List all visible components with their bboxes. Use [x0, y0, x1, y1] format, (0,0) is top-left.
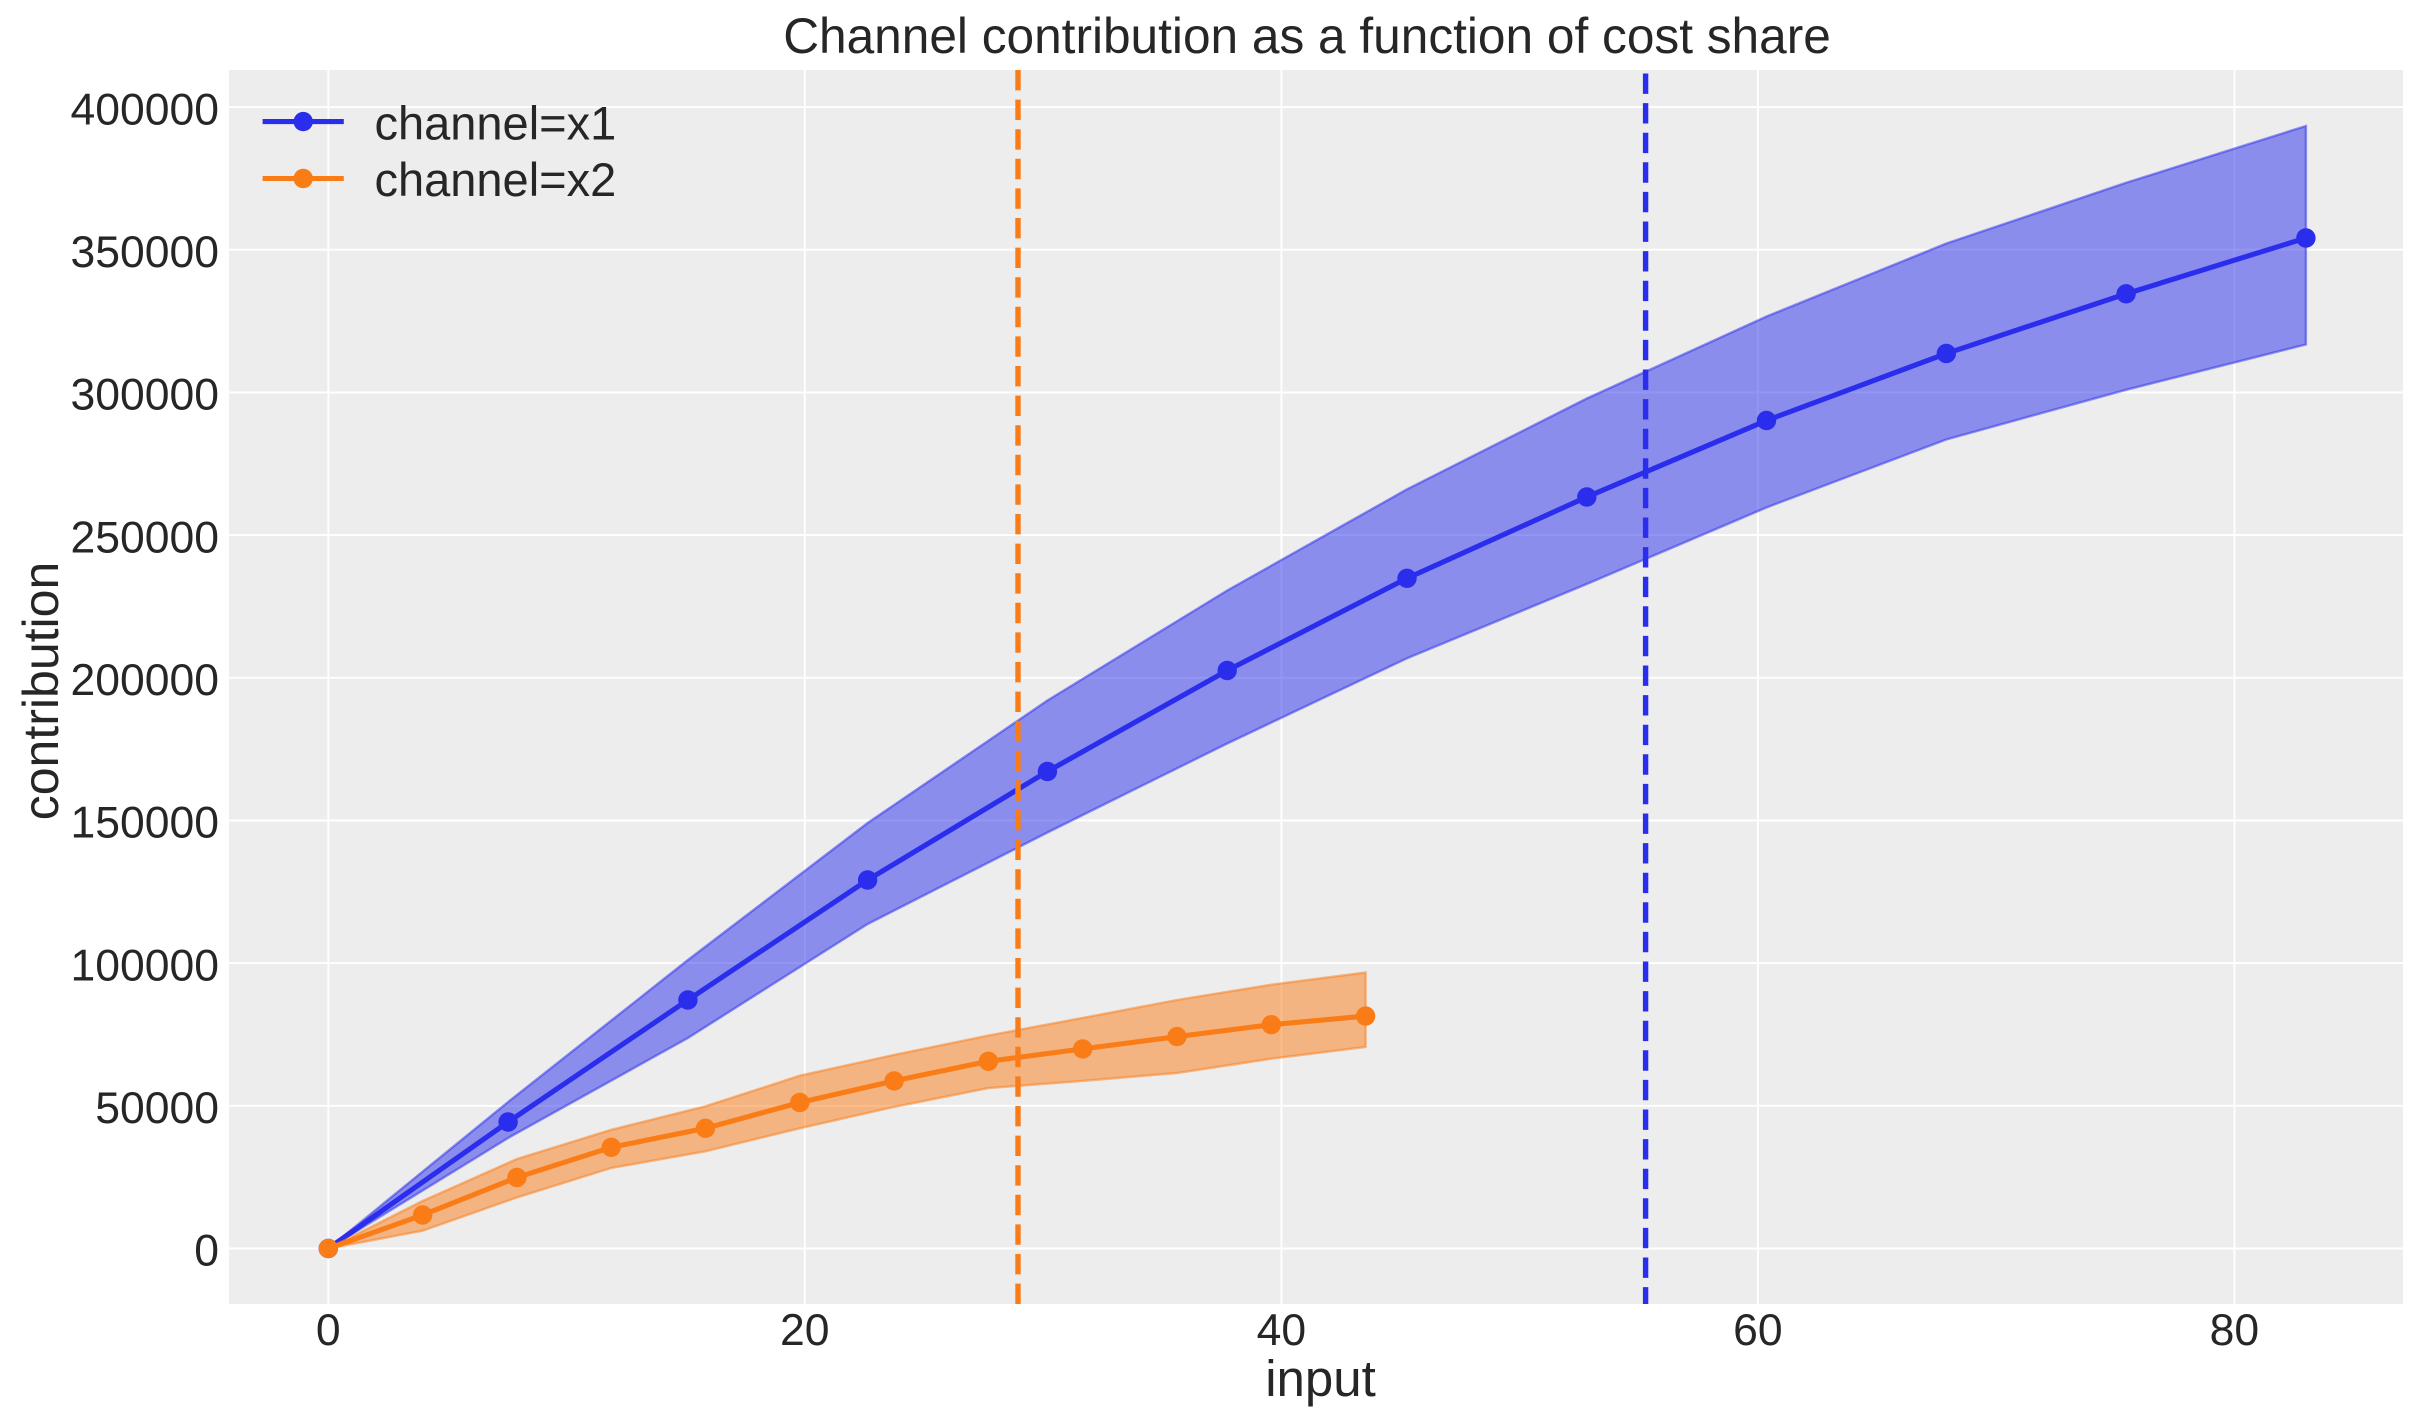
svg-text:40: 40 — [1257, 1306, 1307, 1355]
svg-text:channel=x1: channel=x1 — [375, 96, 617, 149]
svg-text:0: 0 — [194, 1227, 219, 1276]
svg-text:channel=x2: channel=x2 — [375, 153, 617, 206]
svg-text:input: input — [1265, 1350, 1376, 1407]
svg-text:Channel contribution as a func: Channel contribution as a function of co… — [783, 8, 1831, 64]
svg-text:200000: 200000 — [71, 656, 220, 705]
svg-text:50000: 50000 — [95, 1084, 219, 1133]
svg-text:80: 80 — [2210, 1306, 2260, 1355]
svg-text:300000: 300000 — [71, 371, 220, 420]
svg-text:150000: 150000 — [71, 799, 220, 848]
svg-text:contribution: contribution — [13, 562, 69, 821]
svg-text:350000: 350000 — [71, 228, 220, 277]
svg-text:0: 0 — [316, 1306, 341, 1355]
svg-text:60: 60 — [1733, 1306, 1783, 1355]
svg-text:400000: 400000 — [71, 85, 220, 134]
svg-text:100000: 100000 — [71, 941, 220, 990]
svg-text:20: 20 — [780, 1306, 830, 1355]
svg-text:250000: 250000 — [71, 513, 220, 562]
